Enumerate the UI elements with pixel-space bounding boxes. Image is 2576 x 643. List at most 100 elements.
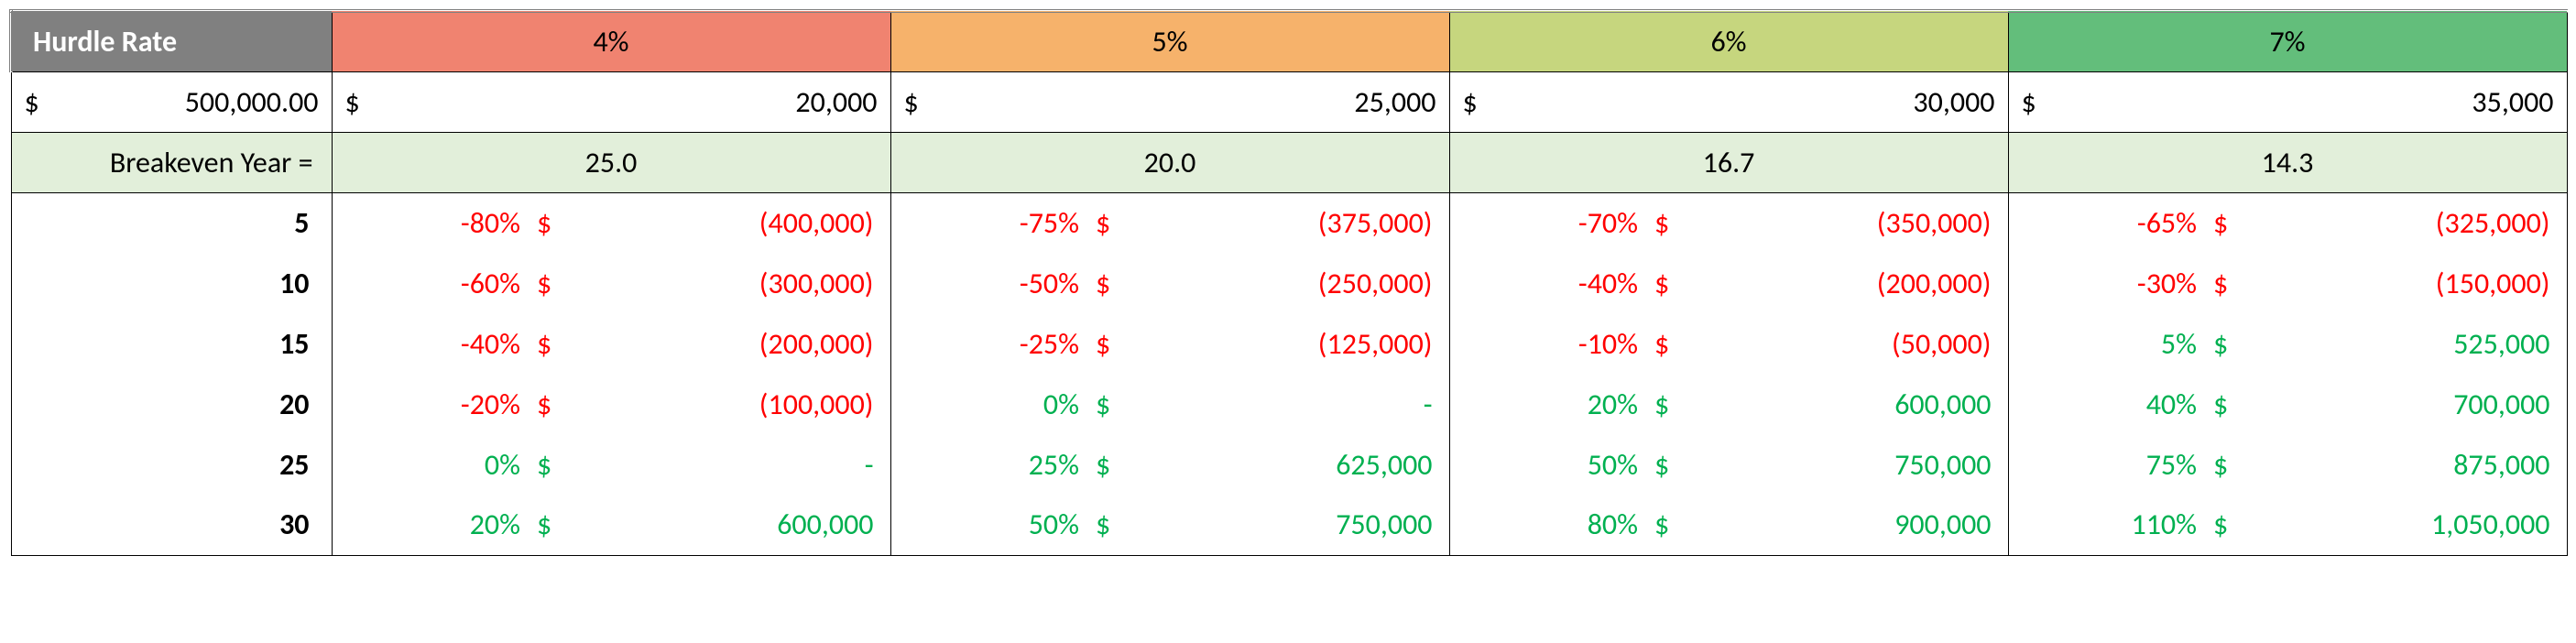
investment-value: 500,000.00 bbox=[185, 84, 319, 120]
return-amount: $ (250,000) bbox=[1092, 253, 1449, 313]
return-amount: $ (325,000) bbox=[2210, 192, 2567, 253]
return-pct: 25% bbox=[890, 434, 1092, 495]
return-amount: $(50,000) bbox=[1651, 313, 2008, 374]
year-label: 30 bbox=[11, 495, 332, 555]
currency-symbol: $ bbox=[537, 205, 551, 241]
amount-value: (350,000) bbox=[1877, 205, 1992, 241]
return-pct: -20% bbox=[332, 374, 533, 434]
return-amount: $ (125,000) bbox=[1092, 313, 1449, 374]
return-pct: 75% bbox=[2008, 434, 2210, 495]
return-pct: -60% bbox=[332, 253, 533, 313]
amount-value: (375,000) bbox=[1318, 205, 1433, 241]
return-amount: $750,000 bbox=[1651, 434, 2008, 495]
currency-symbol: $ bbox=[1096, 507, 1110, 542]
currency-symbol: $ bbox=[25, 84, 39, 120]
return-pct: 20% bbox=[1449, 374, 1651, 434]
rate-header-2: 6% bbox=[1449, 11, 2008, 71]
return-pct: 20% bbox=[332, 495, 533, 555]
return-amount: $600,000 bbox=[533, 495, 890, 555]
annual-return-value: 35,000 bbox=[2472, 84, 2553, 120]
return-amount: $600,000 bbox=[1651, 374, 2008, 434]
amount-value: (200,000) bbox=[1877, 266, 1992, 301]
return-pct: 110% bbox=[2008, 495, 2210, 555]
currency-symbol: $ bbox=[537, 507, 551, 542]
currency-symbol: $ bbox=[537, 387, 551, 422]
currency-symbol: $ bbox=[1096, 266, 1110, 301]
annual-return-1: $25,000 bbox=[890, 71, 1449, 132]
currency-symbol: $ bbox=[1096, 326, 1110, 362]
currency-symbol: $ bbox=[2213, 387, 2228, 422]
amount-value: 525,000 bbox=[2453, 326, 2549, 362]
annual-return-2: $30,000 bbox=[1449, 71, 2008, 132]
currency-symbol: $ bbox=[904, 84, 919, 120]
currency-symbol: $ bbox=[1654, 326, 1669, 362]
currency-symbol: $ bbox=[537, 326, 551, 362]
return-pct: -75% bbox=[890, 192, 1092, 253]
year-label: 25 bbox=[11, 434, 332, 495]
breakeven-label: Breakeven Year = bbox=[11, 132, 332, 192]
breakeven-value-3: 14.3 bbox=[2008, 132, 2567, 192]
amount-value: 900,000 bbox=[1894, 507, 1991, 542]
amount-value: 600,000 bbox=[1894, 387, 1991, 422]
amount-value: 700,000 bbox=[2453, 387, 2549, 422]
return-amount: $900,000 bbox=[1651, 495, 2008, 555]
investment-amount: $500,000.00 bbox=[11, 71, 332, 132]
amount-value: (400,000) bbox=[759, 205, 874, 241]
annual-return-value: 25,000 bbox=[1354, 84, 1435, 120]
amount-value: (150,000) bbox=[2436, 266, 2550, 301]
amount-value: (300,000) bbox=[759, 266, 874, 301]
return-amount: $- bbox=[533, 434, 890, 495]
return-amount: $750,000 bbox=[1092, 495, 1449, 555]
amount-value: - bbox=[865, 447, 874, 483]
amount-value: 875,000 bbox=[2453, 447, 2549, 483]
return-pct: 0% bbox=[890, 374, 1092, 434]
currency-symbol: $ bbox=[345, 84, 360, 120]
currency-symbol: $ bbox=[2213, 266, 2228, 301]
currency-symbol: $ bbox=[2213, 447, 2228, 483]
return-pct: -30% bbox=[2008, 253, 2210, 313]
return-amount: $ (200,000) bbox=[533, 313, 890, 374]
return-amount: $ (400,000) bbox=[533, 192, 890, 253]
currency-symbol: $ bbox=[1654, 387, 1669, 422]
currency-symbol: $ bbox=[1654, 447, 1669, 483]
annual-return-value: 30,000 bbox=[1913, 84, 1994, 120]
return-pct: -80% bbox=[332, 192, 533, 253]
amount-value: (200,000) bbox=[759, 326, 874, 362]
currency-symbol: $ bbox=[2213, 326, 2228, 362]
rate-header-1: 5% bbox=[890, 11, 1449, 71]
amount-value: 625,000 bbox=[1336, 447, 1432, 483]
amount-value: (250,000) bbox=[1318, 266, 1433, 301]
currency-symbol: $ bbox=[2213, 205, 2228, 241]
return-amount: $625,000 bbox=[1092, 434, 1449, 495]
year-label: 15 bbox=[11, 313, 332, 374]
amount-value: (125,000) bbox=[1318, 326, 1433, 362]
return-amount: $ (300,000) bbox=[533, 253, 890, 313]
return-amount: $700,000 bbox=[2210, 374, 2567, 434]
amount-value: 600,000 bbox=[777, 507, 873, 542]
return-pct: -25% bbox=[890, 313, 1092, 374]
currency-symbol: $ bbox=[1463, 84, 1478, 120]
return-amount: $- bbox=[1092, 374, 1449, 434]
amount-value: (100,000) bbox=[759, 387, 874, 422]
currency-symbol: $ bbox=[2213, 507, 2228, 542]
year-label: 20 bbox=[11, 374, 332, 434]
currency-symbol: $ bbox=[537, 266, 551, 301]
return-pct: -40% bbox=[332, 313, 533, 374]
currency-symbol: $ bbox=[1654, 266, 1669, 301]
currency-symbol: $ bbox=[1654, 205, 1669, 241]
amount-value: (325,000) bbox=[2436, 205, 2550, 241]
hurdle-rate-table: Hurdle Rate4%5%6%7%$500,000.00$20,000$25… bbox=[9, 9, 2568, 556]
return-amount: $ (100,000) bbox=[533, 374, 890, 434]
currency-symbol: $ bbox=[537, 447, 551, 483]
breakeven-value-0: 25.0 bbox=[332, 132, 890, 192]
rate-header-3: 7% bbox=[2008, 11, 2567, 71]
hurdle-rate-label: Hurdle Rate bbox=[11, 11, 332, 71]
return-amount: $875,000 bbox=[2210, 434, 2567, 495]
currency-symbol: $ bbox=[2022, 84, 2036, 120]
currency-symbol: $ bbox=[1096, 205, 1110, 241]
return-pct: -40% bbox=[1449, 253, 1651, 313]
return-pct: -65% bbox=[2008, 192, 2210, 253]
return-pct: 5% bbox=[2008, 313, 2210, 374]
rate-header-0: 4% bbox=[332, 11, 890, 71]
annual-return-0: $20,000 bbox=[332, 71, 890, 132]
